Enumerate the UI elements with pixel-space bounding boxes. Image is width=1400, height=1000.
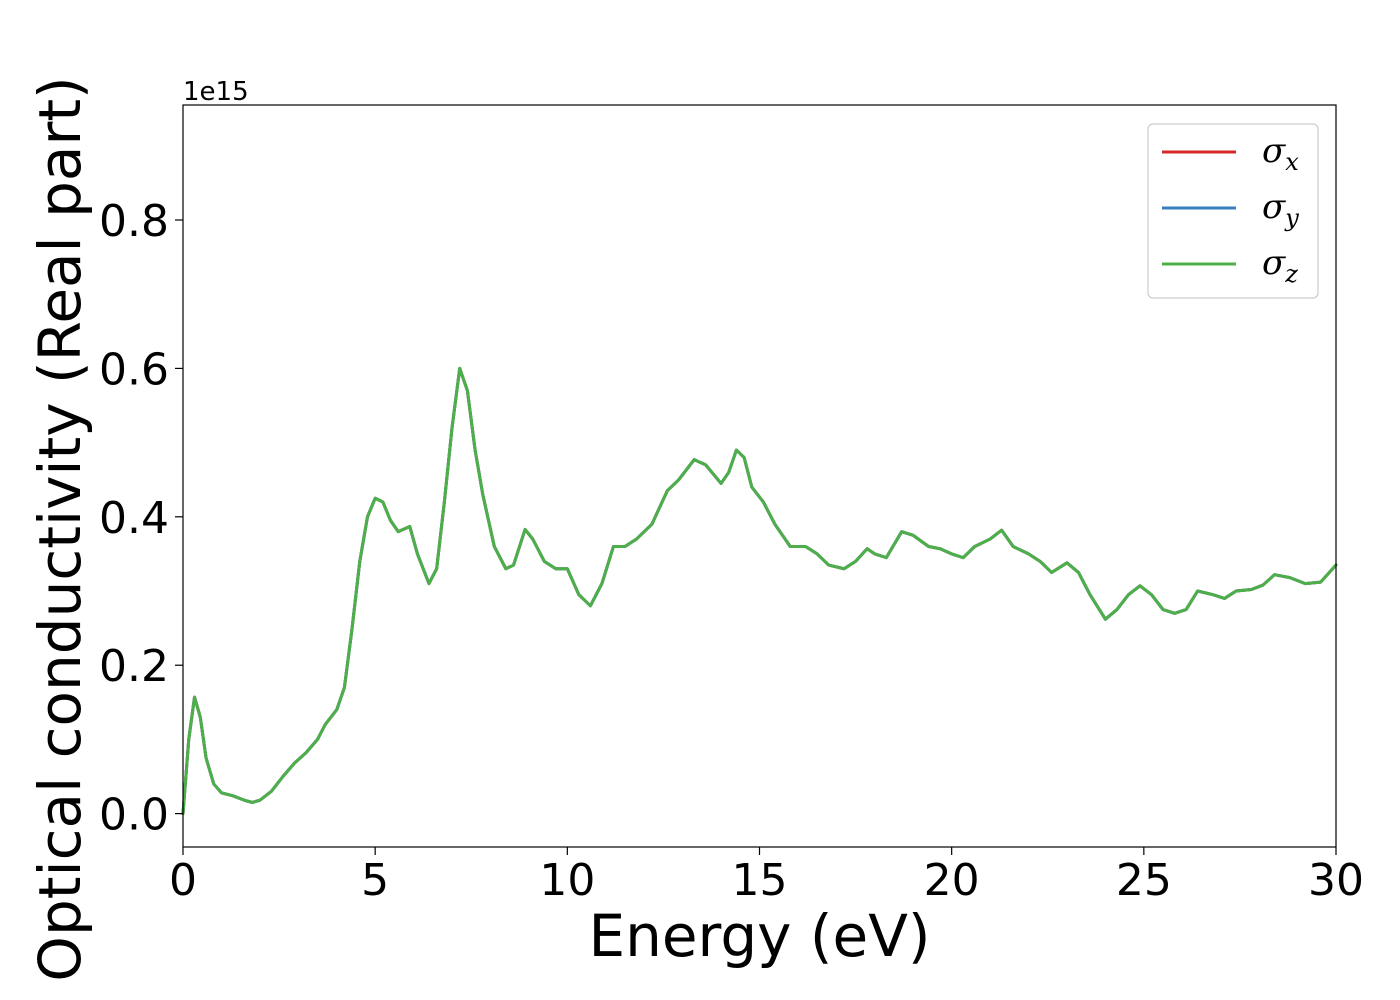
x-tick-label: 30 xyxy=(1308,855,1364,906)
y-tick-label: 0.6 xyxy=(99,344,169,395)
series-layer xyxy=(181,366,1338,816)
y-tick-label: 0.8 xyxy=(99,196,169,247)
series-line-z xyxy=(181,366,1338,816)
y-scale-multiplier: 1e15 xyxy=(183,77,249,107)
x-tick-label: 0 xyxy=(169,855,197,906)
y-axis-ticks: 0.0 0.2 0.4 0.6 0.8 xyxy=(99,196,183,841)
x-tick-label: 15 xyxy=(732,855,788,906)
x-tick-label: 10 xyxy=(539,855,595,906)
legend-box xyxy=(1147,123,1319,299)
x-tick-label: 5 xyxy=(361,855,389,906)
x-tick-label: 25 xyxy=(1116,855,1172,906)
y-tick-label: 0.4 xyxy=(99,493,169,544)
y-tick-label: 0.2 xyxy=(99,641,169,692)
y-axis-label: Optical conductivity (Real part) xyxy=(26,76,94,981)
x-axis-label: Energy (eV) xyxy=(588,902,930,970)
x-tick-label: 20 xyxy=(924,855,980,906)
x-axis-ticks: 0 5 10 15 20 25 30 xyxy=(169,847,1364,906)
y-tick-label: 0.0 xyxy=(99,790,169,841)
